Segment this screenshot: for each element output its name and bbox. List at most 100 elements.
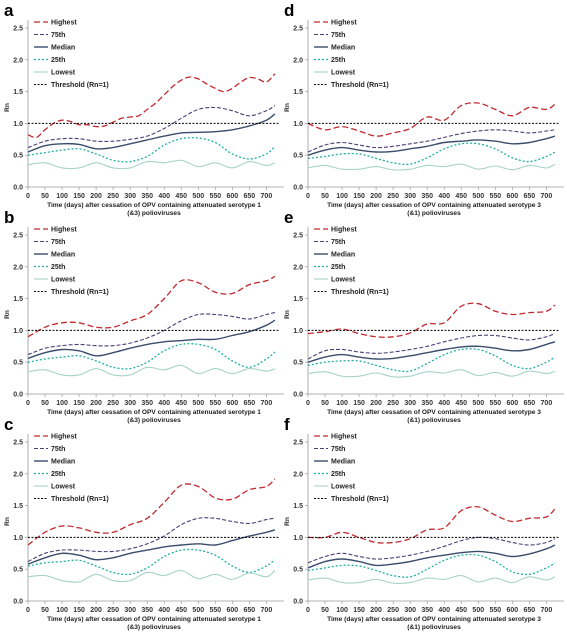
series-line-75th — [307, 333, 556, 360]
series-line-highest — [307, 302, 556, 338]
x-tick-label: 300 — [404, 607, 416, 614]
x-tick-label: 500 — [192, 607, 204, 614]
x-tick-label: 450 — [455, 400, 467, 407]
x-tick-label: 50 — [41, 607, 49, 614]
series-line-median — [307, 135, 556, 156]
y-tick-label: 0.0 — [13, 392, 23, 399]
legend-label: Lowest — [51, 70, 76, 77]
y-axis-title: Rn — [4, 517, 11, 526]
x-tick-label: 50 — [321, 400, 329, 407]
legend-label: Highest — [51, 227, 77, 234]
y-tick-label: 0.0 — [293, 599, 303, 606]
y-tick-label: 0.0 — [13, 185, 23, 192]
series-line-median — [27, 319, 276, 360]
series-line-median — [27, 113, 276, 153]
x-tick-label: 100 — [336, 400, 348, 407]
x-tick-label: 0 — [26, 400, 30, 407]
x-tick-label: 500 — [192, 400, 204, 407]
x-tick-label: 350 — [421, 193, 433, 200]
series-line-25th — [27, 343, 276, 370]
x-tick-label: 250 — [387, 193, 399, 200]
y-tick-label: 0.5 — [293, 360, 303, 367]
x-tick-label: 250 — [107, 607, 119, 614]
y-axis-title: Rn — [284, 310, 291, 319]
legend-label: Lowest — [51, 484, 76, 491]
panel-letter: b — [4, 208, 14, 227]
y-tick-label: 0.0 — [293, 392, 303, 399]
x-tick-label: 550 — [209, 607, 221, 614]
legend-label: Median — [51, 252, 75, 259]
legend-label: 75th — [331, 239, 345, 246]
legend-label: 75th — [51, 446, 65, 453]
x-tick-label: 450 — [455, 607, 467, 614]
legend-label: 75th — [331, 446, 345, 453]
y-tick-label: 1.0 — [13, 121, 23, 128]
x-tick-label: 600 — [506, 193, 518, 200]
x-tick-label: 350 — [141, 607, 153, 614]
x-tick-label: 550 — [489, 193, 501, 200]
panel-letter: c — [4, 415, 13, 434]
y-tick-label: 0.5 — [13, 360, 23, 367]
y-tick-label: 1.5 — [293, 296, 303, 303]
x-tick-label: 300 — [404, 400, 416, 407]
legend-label: Highest — [331, 227, 357, 234]
series-line-lowest — [307, 575, 556, 584]
panel-letter: d — [284, 1, 294, 20]
series-line-highest — [27, 73, 276, 139]
y-tick-label: 1.5 — [13, 89, 23, 96]
series-line-75th — [27, 312, 276, 356]
series-line-25th — [27, 548, 276, 576]
series-line-lowest — [307, 369, 556, 378]
series-line-highest — [307, 102, 556, 137]
x-tick-label: 50 — [41, 400, 49, 407]
y-axis-title: Rn — [284, 517, 291, 526]
y-axis-title: Rn — [4, 103, 11, 112]
series-line-25th — [307, 553, 556, 578]
x-tick-label: 700 — [261, 400, 273, 407]
legend-label: Lowest — [331, 484, 356, 491]
x-tick-label: 200 — [90, 607, 102, 614]
legend-label: Median — [331, 252, 355, 259]
x-tick-label: 600 — [226, 400, 238, 407]
y-tick-label: 0.0 — [293, 185, 303, 192]
x-tick-label: 400 — [158, 607, 170, 614]
y-tick-label: 2.5 — [13, 233, 23, 240]
y-tick-label: 2.5 — [13, 440, 23, 447]
x-tick-label: 250 — [387, 607, 399, 614]
x-axis-title: Time (days) after cessation of OPV conta… — [47, 409, 261, 424]
x-tick-label: 200 — [90, 193, 102, 200]
x-tick-label: 400 — [438, 193, 450, 200]
x-tick-label: 700 — [541, 400, 553, 407]
x-tick-label: 150 — [73, 400, 85, 407]
legend-label: Threshold (Rn=1) — [51, 289, 109, 296]
series-line-25th — [307, 142, 556, 166]
series-line-lowest — [27, 569, 276, 583]
x-tick-label: 350 — [421, 400, 433, 407]
series-line-lowest — [27, 159, 276, 170]
series-line-75th — [307, 129, 555, 153]
legend-label: Median — [51, 459, 75, 466]
x-tick-label: 200 — [370, 400, 382, 407]
x-tick-label: 100 — [56, 193, 68, 200]
legend-label: Highest — [331, 434, 357, 441]
x-tick-label: 300 — [124, 193, 136, 200]
x-tick-label: 150 — [353, 607, 365, 614]
legend-label: 75th — [51, 32, 65, 39]
y-tick-label: 1.5 — [293, 503, 303, 510]
y-tick-label: 2.0 — [13, 264, 23, 271]
y-tick-label: 1.5 — [13, 503, 23, 510]
y-tick-label: 2.5 — [293, 26, 303, 33]
x-tick-label: 300 — [124, 607, 136, 614]
legend-label: Threshold (Rn=1) — [331, 496, 389, 503]
x-tick-label: 700 — [261, 193, 273, 200]
x-tick-label: 450 — [455, 193, 467, 200]
series-line-75th — [307, 536, 556, 564]
y-tick-label: 1.0 — [13, 328, 23, 335]
x-tick-label: 200 — [90, 400, 102, 407]
y-tick-label: 2.0 — [293, 57, 303, 64]
x-tick-label: 600 — [226, 607, 238, 614]
y-tick-label: 2.0 — [293, 471, 303, 478]
x-tick-label: 600 — [506, 400, 518, 407]
x-tick-label: 550 — [489, 400, 501, 407]
legend-label: 25th — [331, 471, 345, 478]
